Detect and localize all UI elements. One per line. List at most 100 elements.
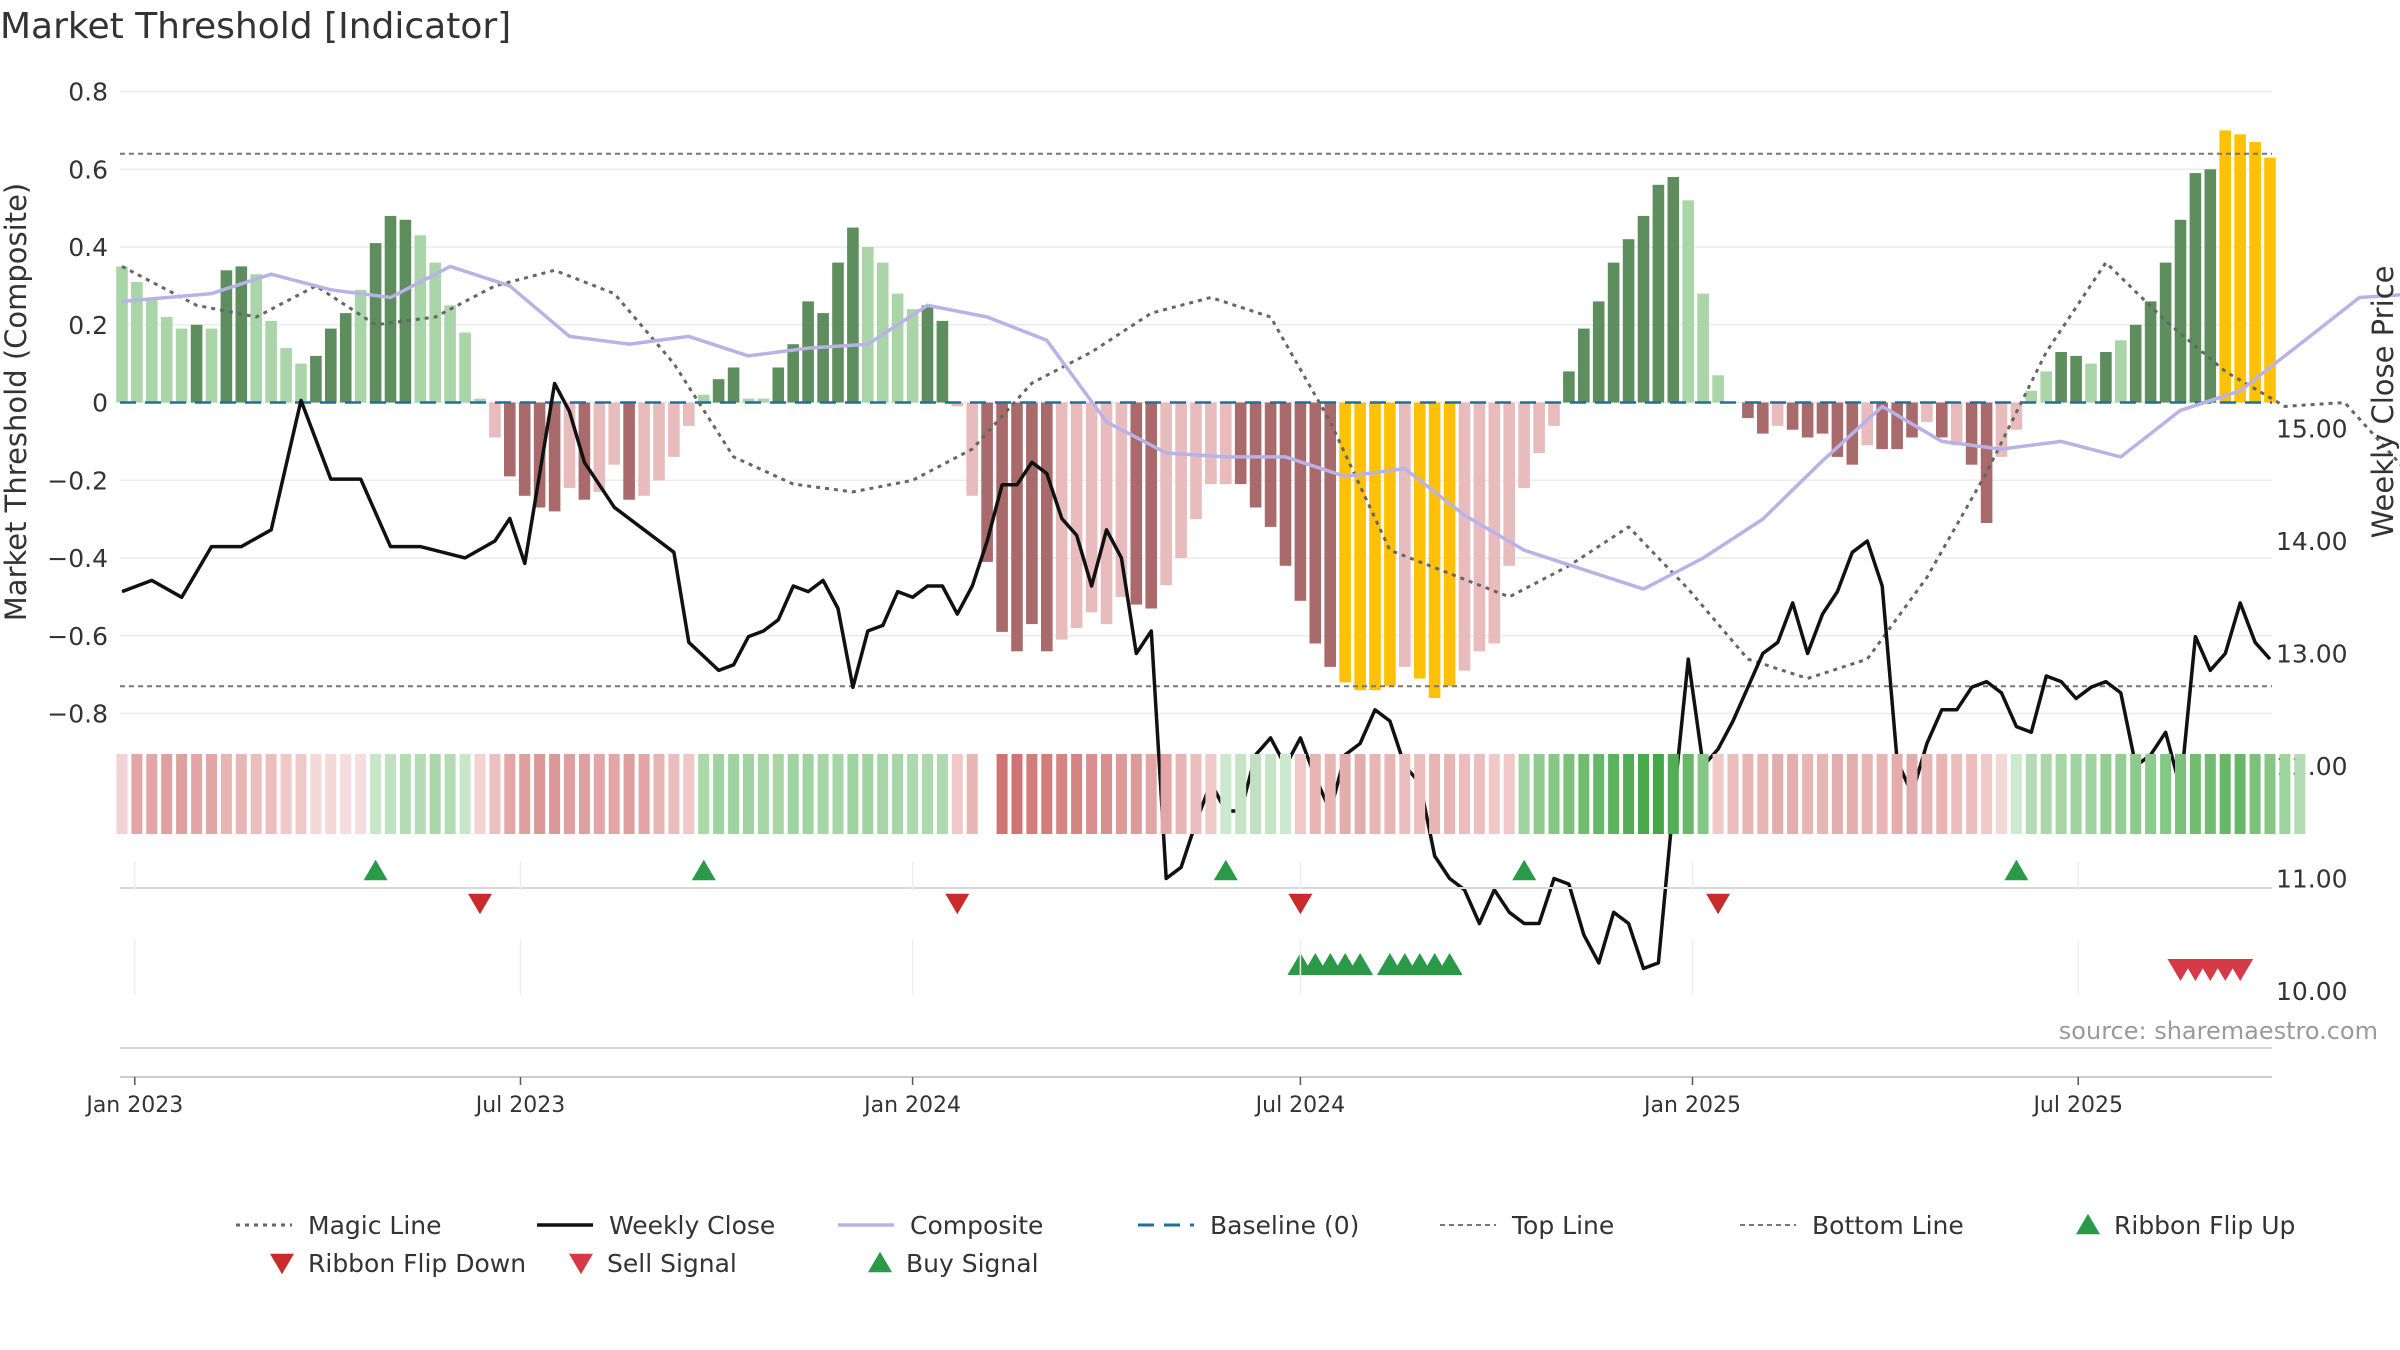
composite-bar — [160, 317, 173, 403]
ribbon-flip-up-marker — [2004, 859, 2029, 881]
composite-bar — [1503, 402, 1515, 566]
ribbon-cell — [1473, 754, 1485, 834]
legend-label: Ribbon Flip Down — [308, 1249, 526, 1278]
composite-bar — [1578, 328, 1590, 403]
composite-bar — [146, 297, 158, 403]
legend-item: Baseline (0) — [1138, 1211, 1359, 1240]
composite-bar — [2144, 301, 2157, 403]
ribbon-cell — [996, 754, 1008, 834]
ribbon-cell — [2249, 754, 2261, 834]
composite-bar — [1995, 402, 2008, 457]
composite-bar — [936, 320, 949, 403]
ribbon-cell — [593, 754, 605, 834]
ribbon-cell — [1548, 754, 1560, 834]
ribbon-cell — [578, 754, 590, 834]
ribbon-cell — [713, 754, 725, 834]
ribbon-cell — [2234, 754, 2246, 834]
composite-bar — [1667, 177, 1680, 403]
composite-bar — [1682, 200, 1694, 403]
legend-item: Weekly Close — [537, 1211, 775, 1240]
composite-bar — [399, 219, 412, 403]
ribbon-cell — [414, 754, 426, 834]
legend-label: Sell Signal — [607, 1249, 737, 1278]
ribbon-flip-down-marker — [1706, 893, 1731, 915]
composite-bar — [1607, 262, 1620, 403]
composite-bar — [1831, 402, 1844, 457]
composite-bar — [1950, 402, 1963, 446]
ribbon-cell — [2085, 754, 2097, 834]
ribbon-cell — [116, 754, 128, 834]
ribbon-cell — [1966, 754, 1978, 834]
ribbon-cell — [951, 754, 963, 834]
composite-bar — [1026, 402, 1038, 625]
composite-bar — [1771, 402, 1784, 426]
left-tick-label: 0 — [92, 389, 108, 418]
right-tick-label: 14.00 — [2276, 527, 2348, 556]
ribbon-cell — [1235, 754, 1247, 834]
legend-item: Bottom Line — [1740, 1211, 1964, 1240]
ribbon-cell — [564, 754, 575, 834]
legend-item: Top Line — [1440, 1211, 1614, 1240]
ribbon-cell — [2204, 754, 2216, 834]
ribbon-cell — [220, 754, 232, 834]
ribbon-cell — [1071, 754, 1083, 834]
date-tick-label: Jan 2024 — [862, 1093, 961, 1118]
ribbon-cell — [1518, 754, 1530, 834]
composite-bar — [787, 344, 799, 403]
ribbon-cell — [2100, 754, 2112, 834]
composite-bar — [697, 394, 710, 403]
composite-bar — [1876, 402, 1888, 450]
ribbon-cell — [131, 754, 143, 834]
ribbon-cell — [608, 754, 620, 834]
left-tick-label: 0.6 — [68, 155, 108, 184]
composite-bar — [817, 313, 829, 403]
composite-bar — [742, 398, 755, 403]
composite-bar — [1160, 402, 1172, 586]
composite-bar — [2264, 157, 2276, 403]
ribbon-cell — [892, 754, 904, 834]
ribbon-cell — [280, 754, 292, 834]
legend-marker-down-icon — [569, 1253, 593, 1275]
ribbon-cell — [474, 754, 486, 834]
ribbon-cell — [653, 754, 665, 834]
composite-bar — [250, 274, 262, 403]
date-tick-label: Jan 2025 — [1642, 1093, 1741, 1118]
composite-bar — [1801, 402, 1814, 438]
legend-label: Ribbon Flip Up — [2114, 1211, 2295, 1240]
ribbon-cell — [1444, 754, 1456, 834]
weekly-close-line — [121, 381, 2272, 971]
composite-bar — [533, 402, 546, 508]
ribbon-cell — [1324, 754, 1336, 834]
ribbon-cell — [265, 754, 277, 834]
sell-signal-marker — [2227, 958, 2254, 982]
composite-bar — [384, 215, 397, 403]
composite-bar — [1011, 402, 1023, 652]
ribbon-cell — [1503, 754, 1515, 834]
ribbon-cell — [1667, 754, 1679, 834]
composite-bar — [2234, 134, 2246, 403]
composite-bar — [1965, 402, 1978, 465]
composite-bar — [2159, 262, 2172, 403]
ribbon-cell — [1608, 754, 1620, 834]
left-tick-label: −0.8 — [47, 700, 108, 729]
legend-item: Sell Signal — [569, 1249, 737, 1278]
composite-bar — [2219, 130, 2231, 403]
ribbon-cell — [2040, 754, 2052, 834]
composite-bar — [578, 402, 591, 500]
ribbon-cell — [2145, 754, 2157, 834]
ribbon-cell — [385, 754, 396, 834]
legend-label: Composite — [910, 1211, 1043, 1240]
composite-bar — [459, 332, 471, 403]
legend-label: Magic Line — [308, 1211, 442, 1240]
composite-bar — [1757, 402, 1769, 434]
composite-bar — [1980, 402, 1993, 523]
ribbon-cell — [877, 754, 889, 834]
date-tick-label: Jan 2023 — [84, 1093, 183, 1118]
composite-bars — [116, 130, 2276, 698]
composite-bar — [1592, 301, 1605, 403]
ribbon-cell — [1250, 754, 1262, 834]
ribbon-cell — [1130, 754, 1142, 834]
composite-bar — [1115, 402, 1128, 597]
